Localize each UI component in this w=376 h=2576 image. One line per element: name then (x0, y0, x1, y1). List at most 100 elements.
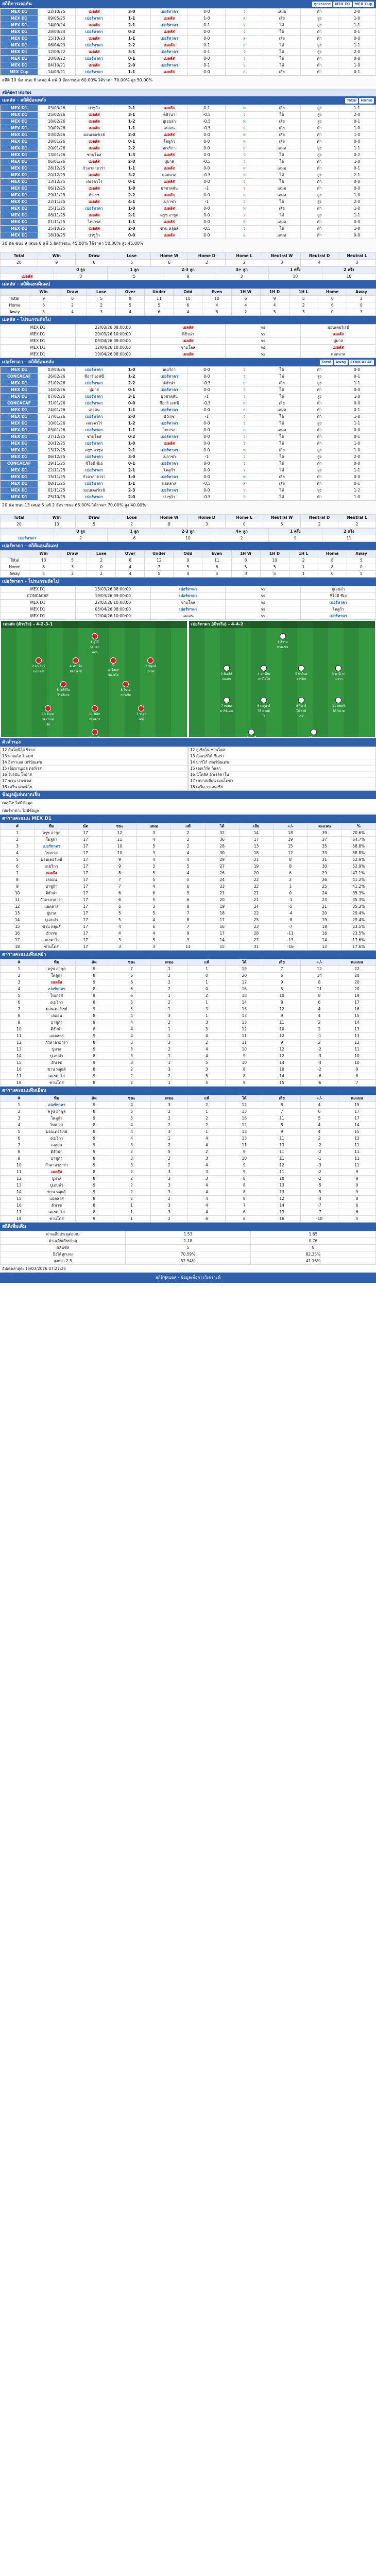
table-row[interactable]: MEX D1 13/12/25 ครูซ อาซูล 2-1 เปอร์ทาดา 0-0 พ… (0, 447, 376, 454)
section-bar: เปอร์ทาดา - สถิติแฮนดิแคป (0, 542, 376, 550)
table-cell: 5 (144, 302, 174, 309)
table-row[interactable]: MEX D1 10/01/26 เคเรตาโร่ 1-2 เปอร์ทาดา 0-0 วไ… (0, 420, 376, 427)
table-row[interactable]: MEX D1 14/09/24 เมลลัส 2-1 เปอร์ทาดา 0-1 วได้ส… (0, 22, 376, 29)
table-row[interactable]: MEX D1 14/02/26 ปูมาส 0-1 เปอร์ทาดา 0-0 วได้ ต่… (0, 386, 376, 394)
table-row[interactable]: MEX D1 20/01/26 เมลลัส 2-2 อเมริกา 0-0 สเสมอ สู… (0, 145, 376, 152)
option-tab[interactable]: Total (320, 360, 333, 365)
table-cell: 26 (307, 876, 342, 884)
table-row[interactable]: MEX D1 24/01/26 เลออน 1-1 เปอร์ทาดา 0-0 สเสมอต… (0, 406, 376, 414)
table-row[interactable]: MEX D1 18/02/26 เมลลัส 1-2 ปูเอบล่า -0.5 พเสีย… (0, 118, 376, 125)
player-marker[interactable]: 10 อันเดรส เรนเตเรีย (41, 705, 55, 727)
table-row[interactable]: MEX D1 09/05/25 เปอร์ทาดา 1-1 เมลลัส 1-0 สเสีย… (0, 15, 376, 22)
player-marker[interactable]: 11 ฟิลิปเป้ มอรา (88, 705, 101, 722)
player-marker[interactable]: 11 เฟเดริโก้ วินาส (332, 697, 345, 714)
player-marker[interactable]: 2 ฮาเวียร์ เมนเดซ (32, 657, 45, 674)
header-cell: Over (115, 550, 145, 557)
table-row[interactable]: MEX D1 25/10/25 เมลลัส 2-0 ซาน หลุยส์ -0.5 วได… (0, 225, 376, 232)
player-marker[interactable]: 8 โฆเซ่ การ์เซีย (119, 681, 132, 698)
player-marker[interactable]: 1 อิวาน ซานเชซ (276, 633, 289, 650)
table-row[interactable]: MEX D1 03/01/26 เปอร์ทาดา 1-1 ไทเกรส 0-0 สเสมอ… (0, 427, 376, 434)
table-cell: สูงกว่า 2.5 (0, 1258, 126, 1265)
player-marker[interactable]: 3 หลุยส์ เรเยส (144, 657, 157, 674)
player-marker[interactable]: 10 เอดูอาร์โด้ ปาลาซิโอส (307, 729, 320, 737)
table-row[interactable]: MEX D1 10/02/26 เมลลัส 1-1 เลออน -0.5 สเสีย ต่ำ… (0, 125, 376, 132)
table-row[interactable]: MEX D1 06/12/25 เปอร์ทาดา 3-0 เนกาซ่า -1 วได้ส… (0, 453, 376, 461)
option-tab[interactable]: Away (334, 360, 348, 365)
table-row[interactable]: MEX D1 25/02/26 เมลลัส 3-1 ติฮัวน่า -0.5 วได้ส… (0, 111, 376, 118)
table-row[interactable]: MEX D1 17/01/26 เปอร์ทาดา 2-0 ฮัวเรซ -1 วได้ ต่… (0, 413, 376, 420)
table-row[interactable]: CONCACAF 31/01/26 เปอร์ทาดา 0-0 ซีอาร์ เอฟซี… (0, 400, 376, 407)
table-row[interactable]: MEX D1 22/10/25 เมลลัส 3-0 เปอร์ทาดา 0-0 วเสมอ… (0, 8, 376, 15)
table-row[interactable]: MEX D1 20/12/25 เปอร์ทาดา 1-0 เมลลัส 0-0 วได้ต… (0, 440, 376, 447)
table-row[interactable]: MEX D1 12/09/22 เมลลัส 3-1 เปอร์ทาดา 0-1 วได้ส… (0, 48, 376, 56)
table-row[interactable]: MEX D1 29/11/25 ฮัวเรซ 2-2 เมลลัส 0-0 สเสมอ สูง… (0, 192, 376, 199)
option-tab[interactable]: Total (345, 98, 358, 104)
table-row[interactable]: MEX D1 20/03/22 เปอร์ทาดา 0-1 เมลลัส 0-0 วได้ต… (0, 55, 376, 62)
table-row[interactable]: MEX D1 28/01/26 เมลลัส 0-1 โตลูก้า 0-0 พเสีย ต่… (0, 138, 376, 145)
sub-player: 13 มาเตโอ โกเมซ (1, 753, 187, 759)
option-tab[interactable]: MEX Cup (353, 2, 374, 7)
table-cell: เมลลัส (34, 870, 69, 877)
table-row[interactable]: MEX D1 06/12/25 เมลลัส 1-0 มาซาตลัน -1 วเสมอ ต่… (0, 185, 376, 192)
table-row[interactable]: MEX D1 22/11/25 เมลลัส 4-1 เนกาซ่า -1 วได้ สูง 2… (0, 198, 376, 206)
table-cell: เปอร์ทาดา (75, 28, 113, 36)
table-row[interactable]: CONCACAF 26/02/26 ซีอาร์ เอฟซี 1-2 เปอร์ทาดา… (0, 373, 376, 380)
table-row[interactable]: MEX D1 22/11/25 เปอร์ทาดา 2-1 โตลูก้า 0-0 วได้… (0, 467, 376, 474)
player-marker[interactable]: 4 มาร์ติน บาร์โรโซ (257, 665, 270, 682)
table-cell: ปาชูก้า (75, 232, 113, 239)
table-row[interactable]: MEX D1 06/01/26 เมลลัส 2-0 ปูมาส -0.5 วได้ ต่ำ 1… (0, 158, 376, 165)
option-tab[interactable]: CONCACAF (349, 360, 374, 365)
player-marker[interactable]: 4 ฟาบิโอ อัลวาเรซ (69, 657, 82, 674)
table-row[interactable]: MEX D1 01/11/25 ไทเกรส 1-1 เมลลัส 0-0 สเสมอ ต่ำ… (0, 218, 376, 226)
table-row[interactable]: MEX D1 03/02/26 มอนเตอร์เรย์ 2-0 เมลลัส 0-0 พเ… (0, 131, 376, 139)
table-row[interactable]: MEX D1 15/10/23 เมลลัส 1-1 เปอร์ทาดา 0-0 สเสีย… (0, 35, 376, 42)
table-row[interactable]: MEX D1 08/11/25 เปอร์ทาดา 1-1 แอตลาส -0.5 สเสี… (0, 480, 376, 487)
option-tab[interactable]: MEX D1 (333, 2, 352, 7)
table-row: MEX D1 22/03/26 10:00:00 ซานโตส vs เปอร์ทาดา (0, 599, 376, 606)
player-marker[interactable]: 5 คาร์ลอส ซัลเซโด (107, 657, 120, 677)
table-row[interactable]: MEX D1 15/11/25 เปอร์ทาดา 1-0 เมลลัส 0-0 พเสีย… (0, 205, 376, 212)
player-marker[interactable]: 2 ดิเอโก้ ลอเปซ (220, 665, 233, 682)
player-marker[interactable]: 6 เซร์คิโอ โรดริเกซ (57, 681, 70, 698)
table-cell: กัวดาลาฮาร่า (75, 473, 113, 481)
table-row[interactable]: MEX D1 06/04/23 เปอร์ทาดา 2-2 เมลลัส 0-1 สได้ส… (0, 42, 376, 49)
table-row[interactable]: CONCACAF 29/11/25 ซีโอดี ซีเอ 0-1 เปอร์ทาดา 0… (0, 460, 376, 467)
table-row[interactable]: MEX D1 03/03/26 เปอร์ทาดา 1-0 อเมริกา 0-0 วได้… (0, 366, 376, 374)
table-cell: -6 (300, 1079, 339, 1087)
table-row[interactable]: MEX D1 20/12/25 เมลลัส 3-2 แอตลาส -0.5 วได้ สูง… (0, 172, 376, 179)
table-row[interactable]: MEX D1 03/03/26 ปาชูก้า 2-1 เมลลัส 0-1 พเสีย สู… (0, 105, 376, 112)
table-row[interactable]: MEX D1 07/02/26 เปอร์ทาดา 3-1 มาซาตลัน -1 วได้… (0, 393, 376, 400)
table-row[interactable]: MEX D1 21/02/26 เปอร์ทาดา 2-2 ติฮัวน่า -0.5 สเ… (0, 380, 376, 387)
player-marker[interactable]: 5 ปาโบล ออร์ติซ (295, 665, 308, 682)
player-marker[interactable]: 7 ราอูล เตย์ (134, 705, 148, 722)
player-marker[interactable]: 1 ฮูโก้ กอนซาเลซ (88, 633, 101, 655)
table-cell: 4 (112, 1135, 151, 1142)
player-marker[interactable]: 9 เฆอร์มัน เบอร์เตเรม (88, 729, 101, 737)
table-cell: 4 (300, 259, 339, 266)
header-cell: 0 ลูก (54, 266, 108, 274)
header-cell: Draw (58, 550, 88, 557)
table-row[interactable]: MEX D1 15/11/25 กัวดาลาฮาร่า 1-0 เปอร์ทาดา 0-… (0, 473, 376, 481)
player-marker[interactable]: 3 ดานี่ กาเบรรา (332, 665, 345, 682)
table-row[interactable]: MEX D1 18/10/25 ปาชูก้า 0-0 เมลลัส 0-0 สเสมอ ต่… (0, 232, 376, 239)
table-row[interactable]: MEX D1 04/10/21 เมลลัส 2-0 เปอร์ทาดา 0-1 วได้ต… (0, 62, 376, 69)
table-row[interactable]: MEX D1 25/10/25 เปอร์ทาดา 2-0 ปาชูก้า -0.5 วได… (0, 494, 376, 501)
section-bar: ตารางคะแนนทีมเยือน (0, 1087, 376, 1095)
table-row[interactable]: MEX D1 08/11/25 เมลลัส 2-1 ครูซ อาซูล 0-0 วได้… (0, 212, 376, 219)
player-marker[interactable]: 7 ทอมัส มาร์ติเนซ (220, 697, 233, 714)
table-row[interactable]: MEX D1 13/12/25 เคเรตาโร่ 0-1 เมลลัส 0-0 วได้ต… (0, 178, 376, 185)
table-row[interactable]: MEX D1 13/01/26 ซานโตส 1-3 เมลลัส 0-0 วได้ สูง 0… (0, 151, 376, 159)
table-row[interactable]: MEX Cup 14/03/21 เปอร์ทาดา 1-1 เมลลัส 0-0 สเสี… (0, 69, 376, 76)
player-marker[interactable]: 6 เอดูอาร์โด้ คาสติโย (257, 697, 270, 719)
option-tab[interactable]: ทุกรายการ (312, 2, 333, 7)
player-marker[interactable]: 8 ริคาร์โด้ รามิเรซ (295, 697, 308, 719)
table-row[interactable]: MEX D1 28/12/25 กัวดาลาฮาร่า 1-1 เมลลัส 0-0 สเ… (0, 165, 376, 172)
table-row[interactable]: MEX D1 01/11/25 มอนเตอร์เรย์ 2-3 เปอร์ทาดา 0-… (0, 487, 376, 494)
table-row[interactable]: MEX D1 28/03/24 เปอร์ทาดา 0-2 เมลลัส 0-0 วได้ต… (0, 28, 376, 36)
table-row[interactable]: MEX D1 27/12/25 ซานโตส 0-2 เปอร์ทาดา 0-0 วได้ต… (0, 433, 376, 440)
player-marker[interactable]: 9 เฮนรี่ มาร์ติน (245, 729, 258, 737)
table-cell: ต่ำ (300, 480, 339, 487)
option-tab[interactable]: Home (359, 98, 374, 104)
table-cell: ปาชูก้า (75, 105, 113, 112)
table-cell: ได้ (263, 467, 301, 474)
